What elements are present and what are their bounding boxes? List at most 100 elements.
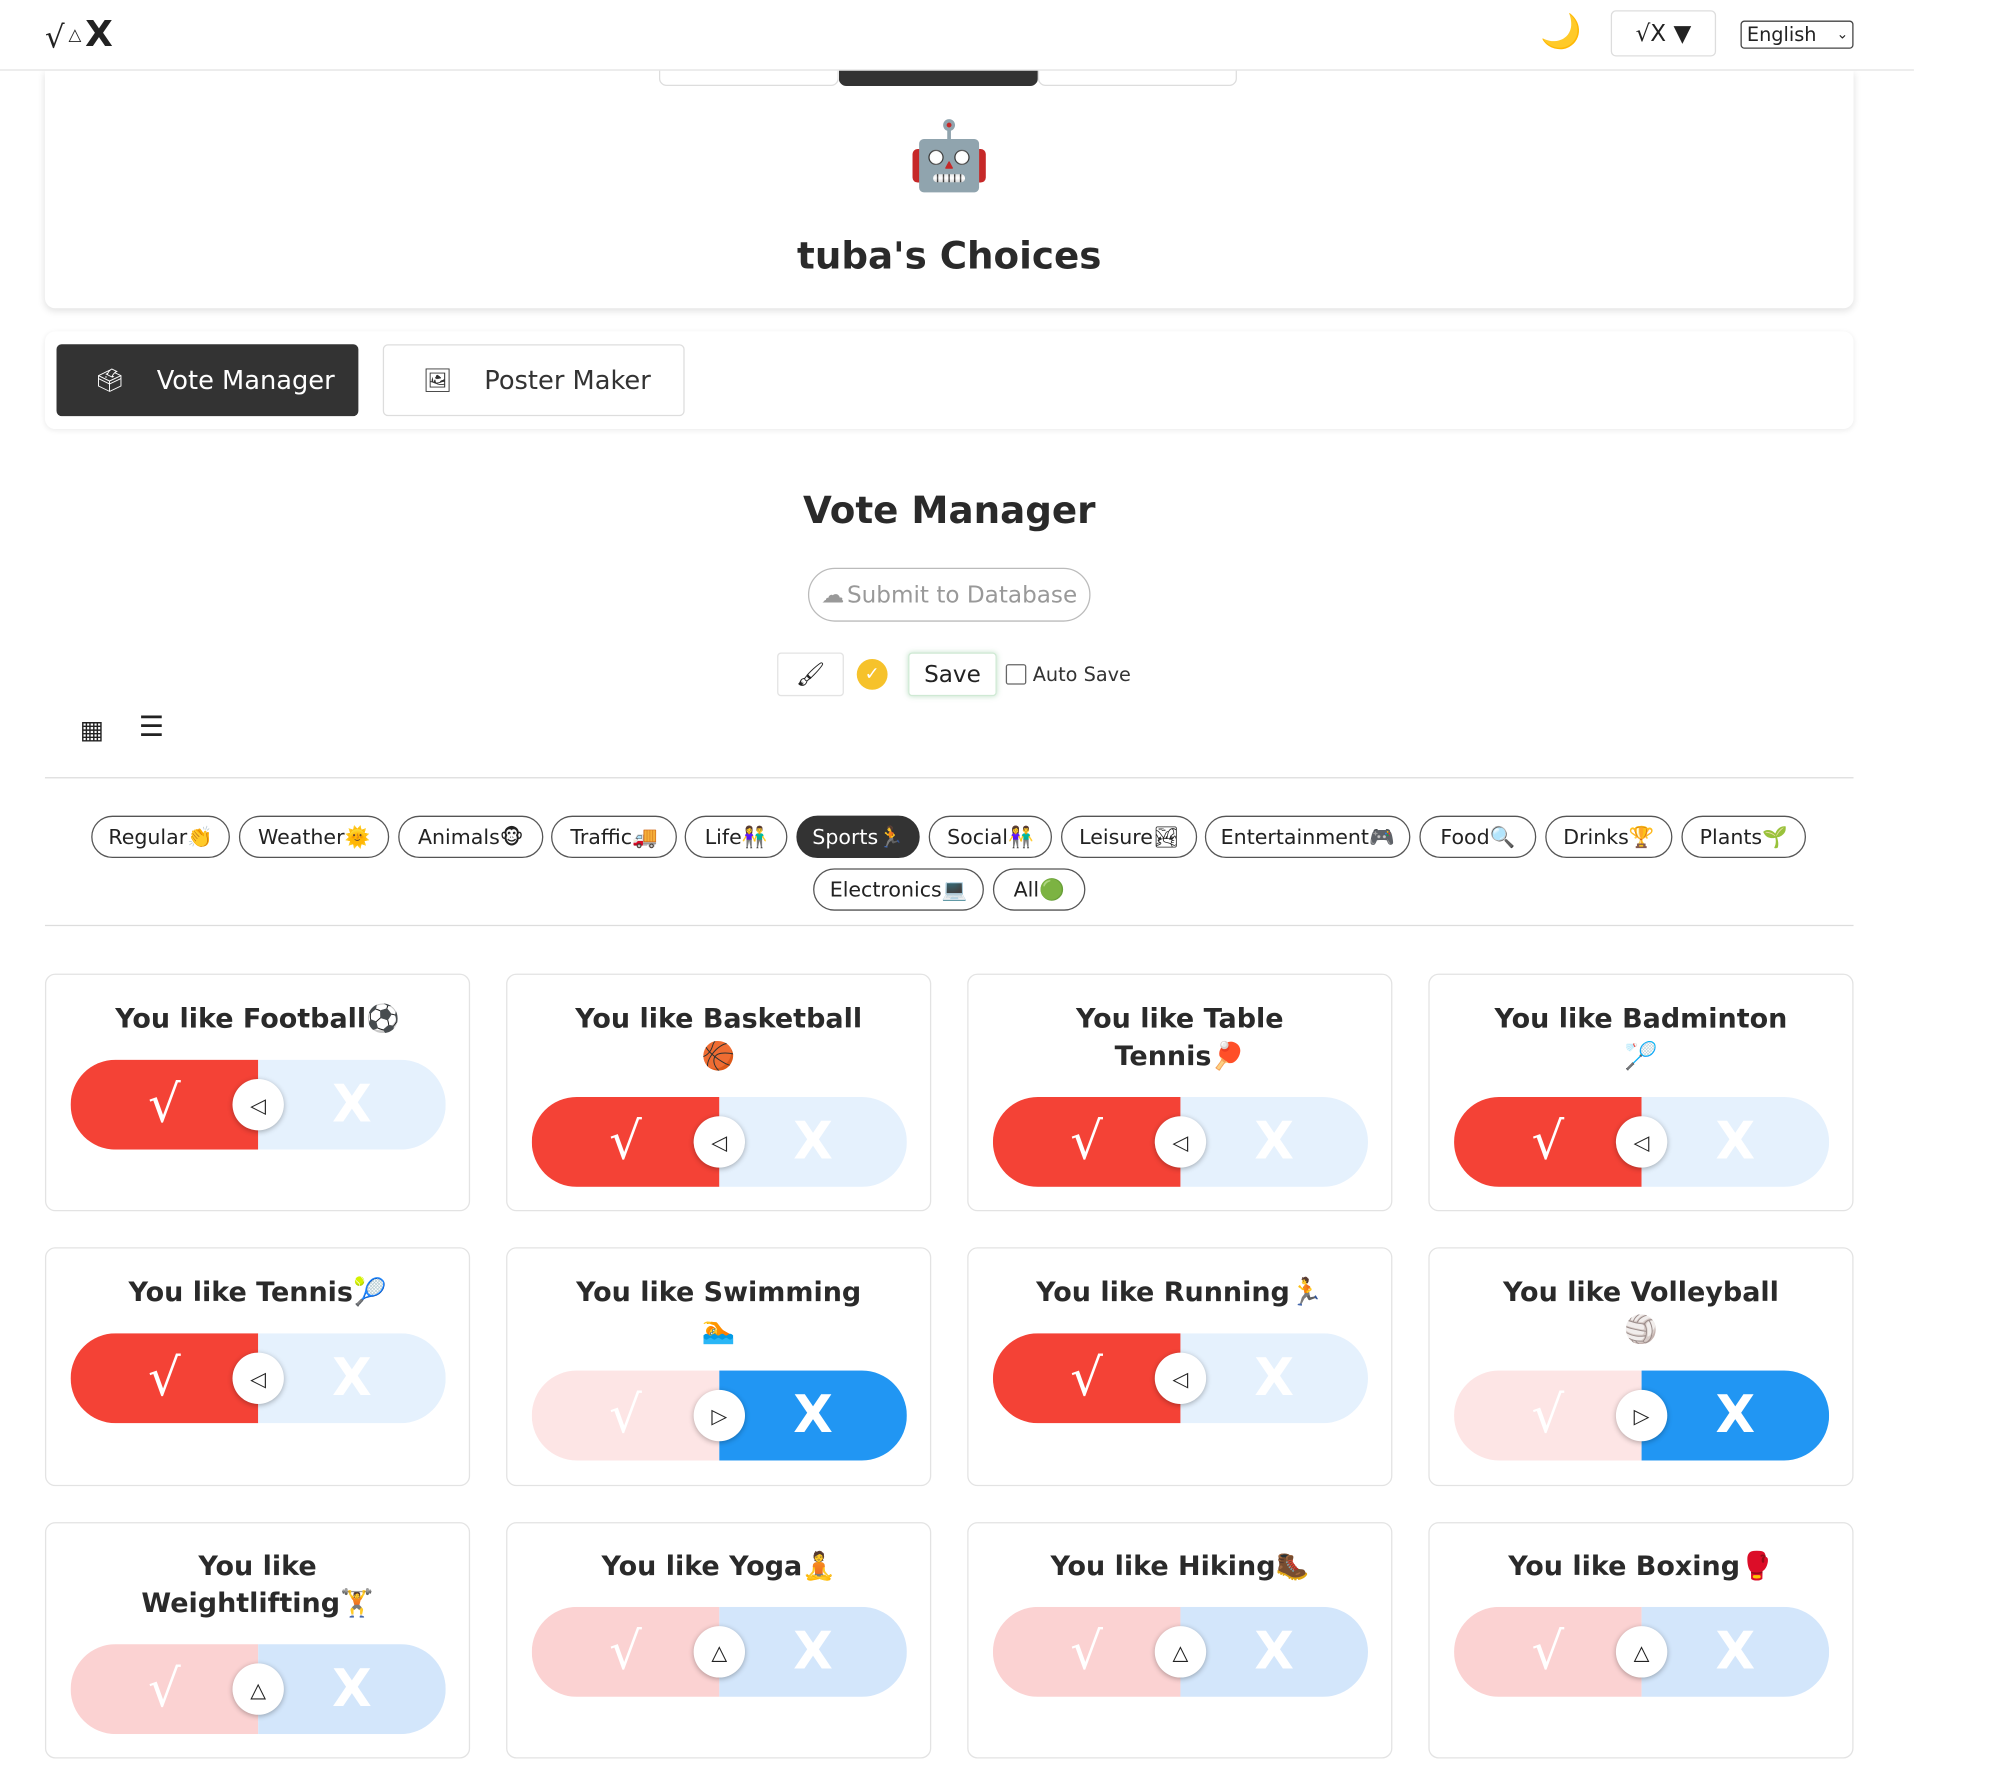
vote-toggle[interactable]: √ X ▷ xyxy=(531,1370,907,1461)
check-side[interactable]: √ xyxy=(992,1096,1181,1187)
category-chip-social[interactable]: Social👫 xyxy=(928,815,1053,859)
language-value: English xyxy=(1746,23,1817,47)
x-side[interactable]: X xyxy=(1180,1333,1368,1424)
ballot-icon: 🗳 xyxy=(95,366,125,394)
check-side[interactable]: √ xyxy=(531,1606,720,1697)
vote-toggle[interactable]: √ X ◁ xyxy=(531,1096,907,1187)
vote-toggle[interactable]: √ X △ xyxy=(531,1606,907,1697)
saved-status-icon: ✓ xyxy=(856,658,888,690)
grid-view-icon[interactable]: ▦ xyxy=(79,714,104,746)
x-side[interactable]: X xyxy=(1180,1606,1368,1697)
x-side[interactable]: X xyxy=(1641,1606,1830,1697)
card-question: You like Basketball 🏀 xyxy=(533,1001,904,1076)
hero-tab-active[interactable] xyxy=(838,65,1038,87)
toggle-knob[interactable]: ◁ xyxy=(232,1352,284,1404)
submit-to-database-button[interactable]: ☁ Submit to Database xyxy=(807,567,1091,622)
save-button[interactable]: Save xyxy=(908,652,997,697)
category-chip-life[interactable]: Life👫 xyxy=(684,815,788,859)
tab-vote-manager[interactable]: 🗳 Vote Manager xyxy=(56,344,359,417)
card-question: You like Swimming 🏊 xyxy=(533,1274,904,1349)
vote-toggle[interactable]: √ X △ xyxy=(70,1644,446,1735)
category-chip-drinks[interactable]: Drinks🏆 xyxy=(1545,815,1673,859)
check-side[interactable]: √ xyxy=(992,1333,1181,1424)
check-side[interactable]: √ xyxy=(992,1606,1181,1697)
question-line: You like Basketball xyxy=(575,1003,863,1035)
vote-toggle[interactable]: √ X ◁ xyxy=(70,1333,446,1424)
app-logo[interactable]: √ △ X xyxy=(45,13,113,55)
check-side[interactable]: √ xyxy=(1454,1606,1642,1697)
language-select[interactable]: English ⌄ xyxy=(1740,20,1854,49)
category-chip-animals[interactable]: Animals🐵 xyxy=(398,815,544,859)
logo-triangle: △ xyxy=(68,25,82,45)
category-chip-all[interactable]: All🟢 xyxy=(992,868,1086,911)
card-question: You like Hiking🥾 xyxy=(994,1548,1365,1585)
toggle-knob[interactable]: △ xyxy=(1154,1626,1207,1678)
vote-toggle[interactable]: √ X ◁ xyxy=(992,1333,1368,1424)
vote-toggle[interactable]: √ X △ xyxy=(992,1606,1368,1697)
toggle-knob[interactable]: △ xyxy=(693,1626,746,1678)
check-side[interactable]: √ xyxy=(70,1059,259,1150)
question-line: Weightlifting🏋 xyxy=(141,1587,374,1619)
x-side[interactable]: X xyxy=(258,1644,446,1735)
moon-icon[interactable]: 🌙 xyxy=(1540,12,1582,52)
category-chip-food[interactable]: Food🔍 xyxy=(1419,815,1537,859)
x-side[interactable]: X xyxy=(258,1059,446,1150)
toggle-knob[interactable]: ▷ xyxy=(693,1389,746,1442)
category-chip-leisure[interactable]: Leisure🏞 xyxy=(1060,815,1198,859)
vote-toggle[interactable]: √ X ◁ xyxy=(1454,1096,1830,1187)
x-side[interactable]: X xyxy=(719,1096,907,1187)
check-side[interactable]: √ xyxy=(531,1370,720,1461)
category-chip-electronics[interactable]: Electronics💻 xyxy=(813,868,984,911)
question-line: You like Running🏃 xyxy=(1036,1276,1324,1308)
card-question: You like Badminton 🏸 xyxy=(1455,1001,1826,1076)
card-question: You like Volleyball 🏐 xyxy=(1455,1274,1826,1349)
x-side[interactable]: X xyxy=(719,1370,907,1461)
hero-tab[interactable] xyxy=(1037,65,1237,87)
check-side[interactable]: √ xyxy=(531,1096,720,1187)
toggle-knob[interactable]: ◁ xyxy=(1154,1116,1207,1168)
vote-toggle[interactable]: √ X ◁ xyxy=(70,1059,446,1150)
tab-poster-maker[interactable]: 🖼 Poster Maker xyxy=(382,344,685,417)
toggle-knob[interactable]: △ xyxy=(232,1663,284,1715)
toggle-knob[interactable]: △ xyxy=(1615,1626,1668,1678)
check-side[interactable]: √ xyxy=(70,1644,259,1735)
toggle-knob[interactable]: ◁ xyxy=(693,1116,746,1168)
x-side[interactable]: X xyxy=(1180,1096,1368,1187)
list-view-icon[interactable]: ☰ xyxy=(138,711,165,744)
card-question: You like Boxing🥊 xyxy=(1455,1548,1826,1585)
vote-card: You like Tennis🎾 √ X ◁ xyxy=(44,1247,471,1487)
x-side[interactable]: X xyxy=(258,1333,446,1424)
clear-button[interactable]: 🖌 xyxy=(777,652,844,697)
x-side[interactable]: X xyxy=(719,1606,907,1697)
toggle-knob[interactable]: ▷ xyxy=(1615,1389,1668,1442)
check-side[interactable]: √ xyxy=(1454,1096,1642,1187)
auto-save-checkbox[interactable]: Auto Save xyxy=(1005,663,1131,686)
check-side[interactable]: √ xyxy=(70,1333,259,1424)
x-side[interactable]: X xyxy=(1641,1096,1830,1187)
category-chip-regular[interactable]: Regular👏 xyxy=(91,815,230,859)
vote-card: You like Boxing🥊 √ X △ xyxy=(1428,1522,1854,1759)
category-chip-traffic[interactable]: Traffic🚚 xyxy=(551,815,677,859)
category-chip-entertainment[interactable]: Entertainment🎮 xyxy=(1204,815,1411,859)
toggle-knob[interactable]: ◁ xyxy=(1615,1116,1668,1168)
category-chip-plants[interactable]: Plants🌱 xyxy=(1681,815,1807,859)
vote-toggle[interactable]: √ X ▷ xyxy=(1454,1370,1830,1461)
category-chip-sports[interactable]: Sports🏃 xyxy=(796,815,920,859)
toggle-knob[interactable]: ◁ xyxy=(1154,1352,1207,1404)
mode-dropdown-button[interactable]: √X ▼ xyxy=(1610,10,1717,57)
toggle-knob[interactable]: ◁ xyxy=(232,1078,284,1131)
vote-card: You like Table Tennis🏓 √ X ◁ xyxy=(967,973,1393,1212)
check-side[interactable]: √ xyxy=(1454,1370,1642,1461)
x-side[interactable]: X xyxy=(1641,1370,1830,1461)
question-line: You like Hiking🥾 xyxy=(1050,1550,1310,1582)
category-chip-weather[interactable]: Weather🌞 xyxy=(238,815,390,859)
checkbox-box[interactable] xyxy=(1005,664,1027,685)
question-line: Tennis🏓 xyxy=(1114,1040,1246,1072)
vote-toggle[interactable]: √ X △ xyxy=(1454,1606,1830,1697)
question-line: 🏸 xyxy=(1624,1040,1658,1072)
main-tabs: 🗳 Vote Manager 🖼 Poster Maker xyxy=(45,331,1854,429)
question-line: You like xyxy=(198,1550,317,1582)
hero-tab[interactable] xyxy=(658,65,839,87)
vote-card: You like Basketball 🏀 √ X ◁ xyxy=(506,973,932,1212)
vote-toggle[interactable]: √ X ◁ xyxy=(992,1096,1368,1187)
